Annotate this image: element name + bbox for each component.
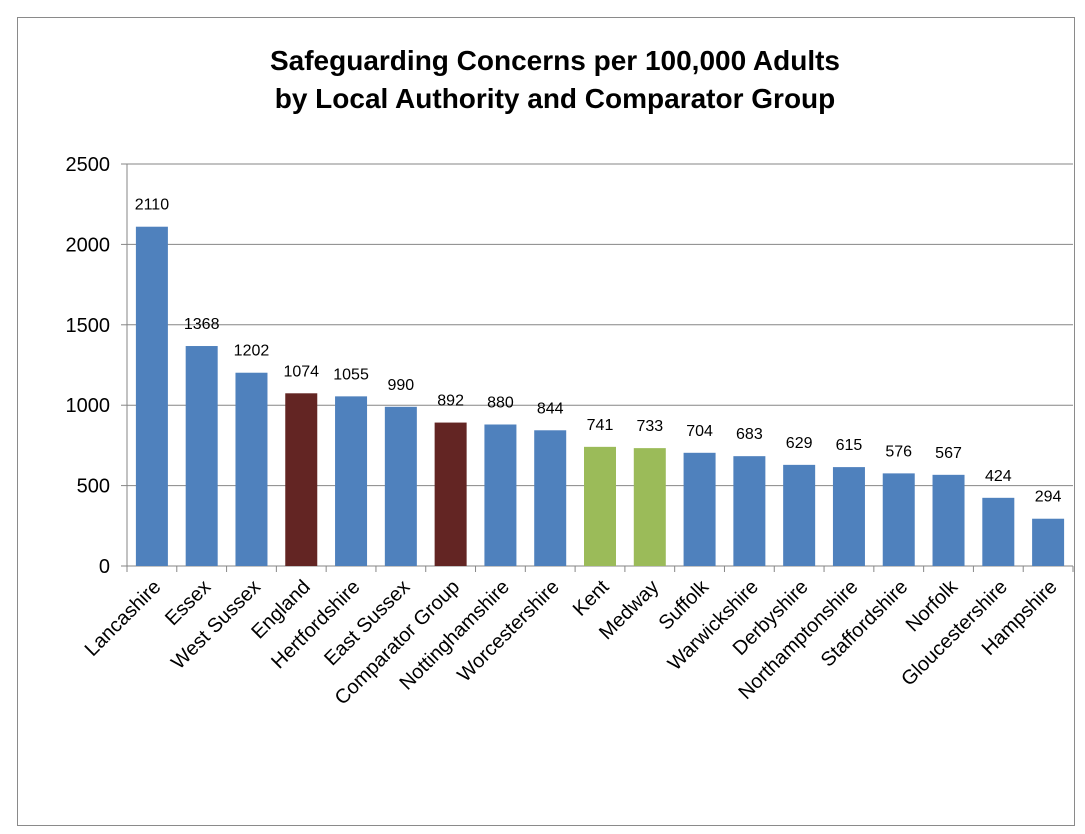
data-label: 733 [636, 418, 663, 435]
data-label: 892 [437, 393, 464, 410]
data-label: 576 [885, 443, 912, 460]
data-label: 1055 [333, 366, 369, 383]
y-tick-label: 2000 [66, 234, 111, 256]
data-label: 1074 [283, 363, 319, 380]
bars [135, 226, 1065, 566]
data-label: 1368 [184, 316, 220, 333]
bar [633, 448, 666, 566]
y-tick-label: 0 [99, 556, 110, 578]
data-label: 704 [686, 423, 713, 440]
bar [434, 422, 467, 566]
gridlines [127, 163, 1073, 487]
data-label: 880 [487, 394, 514, 411]
data-label: 567 [935, 445, 962, 462]
chart-title-line-1: Safeguarding Concerns per 100,000 Adults [269, 45, 841, 76]
data-label: 2110 [135, 197, 170, 214]
y-tick-labels: 0 500 1000 1500 2000 2500 [66, 154, 111, 578]
y-tick-label: 500 [77, 476, 110, 498]
bar [185, 346, 218, 566]
data-label: 990 [387, 377, 414, 394]
data-label: 629 [786, 435, 813, 452]
bar [783, 464, 816, 566]
data-label: 844 [537, 400, 564, 417]
chart-title-line-2: by Local Authority and Comparator Group [274, 83, 836, 114]
bar [832, 467, 865, 566]
y-tick-label: 2500 [66, 154, 111, 176]
bar [1032, 518, 1065, 566]
y-tick-label: 1000 [66, 395, 111, 417]
data-labels: 2110 1368 1202 1074 1055 990 892 880 844 741 733 70… [135, 197, 1062, 506]
bar [484, 424, 517, 566]
bar [882, 473, 915, 566]
x-tick-label: Kent [569, 576, 614, 621]
data-label: 1202 [234, 343, 270, 360]
bar [135, 226, 168, 566]
bar [584, 446, 616, 566]
data-label: 683 [736, 426, 763, 443]
bar [384, 406, 417, 566]
bar [733, 456, 766, 566]
bar [534, 430, 567, 566]
data-label: 424 [985, 468, 1012, 485]
x-tick-label: Lancashire [81, 576, 166, 661]
x-tick-label: Staffordshire [817, 576, 912, 671]
bar [335, 396, 368, 566]
bar [285, 393, 318, 566]
data-label: 615 [836, 437, 863, 454]
bar [683, 452, 716, 566]
data-label: 294 [1035, 489, 1062, 506]
chart-title: Safeguarding Concerns per 100,000 Adults… [0, 42, 1085, 118]
data-label: 741 [587, 417, 614, 434]
bar [932, 474, 965, 566]
y-tick-label: 1500 [66, 315, 111, 337]
bar [235, 372, 268, 566]
bar [982, 497, 1015, 566]
